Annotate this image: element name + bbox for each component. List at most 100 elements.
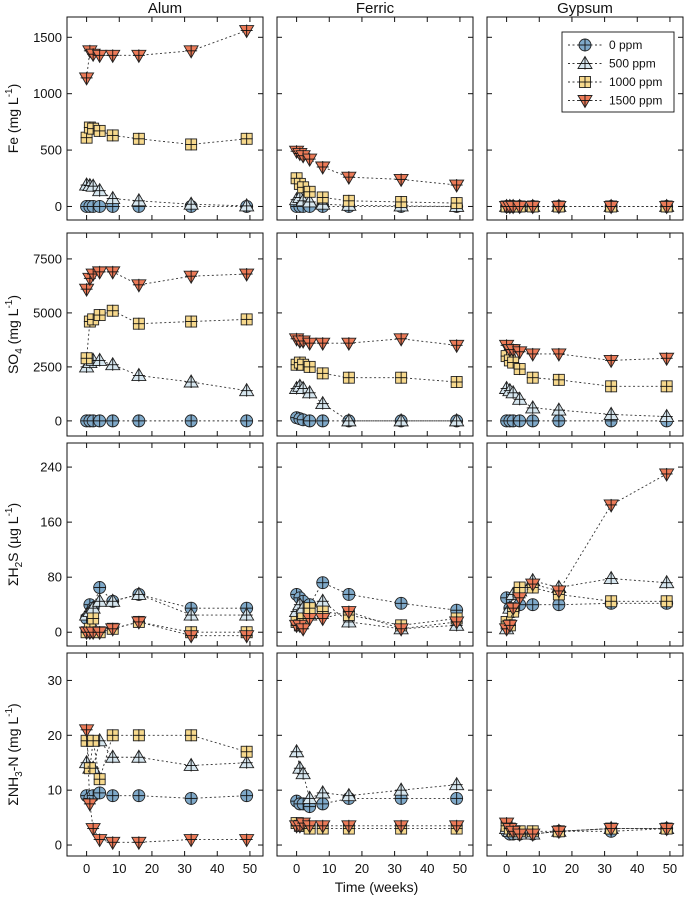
panel-frame bbox=[276, 652, 474, 857]
legend: 0 ppm 500 ppm 1000 ppm 1500 ppm bbox=[561, 31, 675, 113]
y-axis-title-part: -1 bbox=[4, 299, 15, 308]
y-axis-title-part: Fe (mg L bbox=[5, 97, 21, 153]
y-axis-title-part: SO bbox=[5, 354, 21, 374]
series-line bbox=[296, 751, 457, 800]
panel-frame bbox=[276, 16, 474, 221]
series-1500-ppm bbox=[498, 817, 675, 842]
series-0-ppm bbox=[80, 786, 254, 805]
y-axis-title-part: (mg L bbox=[5, 308, 21, 348]
column-title: Ferric bbox=[356, 0, 395, 17]
y-tick-label: 80 bbox=[48, 570, 62, 585]
series-1500-ppm bbox=[288, 605, 465, 637]
y-tick-label: 1500 bbox=[33, 30, 62, 45]
series-500-ppm bbox=[78, 732, 255, 775]
y-tick-label: 2500 bbox=[33, 359, 62, 374]
series-500-ppm bbox=[288, 189, 465, 213]
panel-frame bbox=[486, 652, 684, 857]
y-tick-label: 240 bbox=[40, 460, 62, 475]
x-tick-label: 10 bbox=[322, 861, 336, 876]
panel-frame bbox=[66, 652, 264, 857]
x-tick-label: 50 bbox=[243, 861, 257, 876]
legend-label: 1500 ppm bbox=[609, 94, 662, 108]
y-axis-title-part: -1 bbox=[4, 88, 15, 97]
series-0-ppm bbox=[80, 581, 254, 625]
series-line bbox=[86, 310, 247, 359]
x-tick-label: 30 bbox=[597, 861, 611, 876]
y-tick-label: 500 bbox=[40, 143, 62, 158]
y-axis-title: ΣH2S (µg L-1) bbox=[4, 503, 25, 586]
series-0-ppm bbox=[500, 414, 674, 428]
panel-r1-c1 bbox=[276, 232, 474, 437]
x-tick-label: 30 bbox=[177, 861, 191, 876]
panel-r2-c2 bbox=[486, 442, 684, 647]
y-tick-label: 0 bbox=[55, 625, 62, 640]
x-tick-label: 50 bbox=[453, 861, 467, 876]
y-axis-title: ΣNH3-N (mg L-1) bbox=[4, 703, 25, 805]
y-tick-label: 7500 bbox=[33, 251, 62, 266]
panel-r3-c2: 0 10 20 30 40 50 bbox=[486, 652, 684, 876]
series-0-ppm bbox=[290, 411, 464, 428]
y-axis-title-part: -1 bbox=[4, 708, 15, 717]
series-500-ppm bbox=[78, 177, 255, 212]
panel-frame bbox=[486, 16, 684, 221]
y-axis-title-part: ΣH bbox=[5, 567, 21, 586]
panel-frame bbox=[276, 442, 474, 647]
y-axis-title-part: ) bbox=[5, 84, 21, 89]
panel-frame bbox=[276, 232, 474, 437]
panel-frame bbox=[486, 442, 684, 647]
y-axis-title-part: ) bbox=[5, 703, 21, 708]
panel-r3-c1: 0 10 20 30 40 50 bbox=[276, 652, 474, 876]
panel-r0-c1 bbox=[276, 16, 474, 221]
series-1500-ppm bbox=[78, 24, 255, 86]
series-line bbox=[296, 417, 457, 422]
series-line bbox=[506, 587, 667, 627]
y-tick-label: 30 bbox=[48, 673, 62, 688]
series-line bbox=[86, 126, 247, 145]
panel-r3-c0: 0 10 20 30 0 10 20 30 40 50 bbox=[48, 652, 264, 876]
legend-label: 500 ppm bbox=[609, 57, 656, 71]
series-1500-ppm bbox=[498, 200, 675, 215]
series-line bbox=[506, 597, 667, 613]
panel-r1-c0: 0 2500 5000 7500 bbox=[33, 232, 264, 437]
series-500-ppm bbox=[498, 380, 675, 423]
y-axis-title-part: ) bbox=[5, 295, 21, 300]
panel-r0-c2 bbox=[486, 16, 684, 221]
y-axis-title-part: S (µg L bbox=[5, 516, 21, 562]
y-axis-title: SO4 (mg L-1) bbox=[4, 295, 25, 374]
panel-r0-c0: 0 500 1000 1500 bbox=[33, 16, 264, 221]
x-tick-label: 40 bbox=[420, 861, 434, 876]
series-1000-ppm bbox=[290, 356, 463, 389]
series-1500-ppm bbox=[288, 145, 465, 193]
panel-r1-c2 bbox=[486, 232, 684, 437]
y-axis-title-part: -N (mg L bbox=[5, 717, 21, 772]
column-title: Gypsum bbox=[557, 0, 613, 17]
series-500-ppm bbox=[78, 586, 255, 622]
y-tick-label: 0 bbox=[55, 199, 62, 214]
series-1500-ppm bbox=[288, 817, 465, 834]
x-tick-label: 0 bbox=[293, 861, 300, 876]
panel-frame bbox=[486, 232, 684, 437]
panel-frame bbox=[66, 442, 264, 647]
x-tick-label: 50 bbox=[663, 861, 677, 876]
legend-items: 0 ppm 500 ppm 1000 ppm 1500 ppm bbox=[568, 38, 662, 109]
panel-frame bbox=[66, 16, 264, 221]
series-1500-ppm bbox=[78, 265, 255, 298]
series-line bbox=[296, 600, 457, 630]
series-1500-ppm bbox=[78, 723, 255, 851]
x-tick-label: 10 bbox=[112, 861, 126, 876]
y-tick-label: 20 bbox=[48, 728, 62, 743]
x-tick-label: 0 bbox=[503, 861, 510, 876]
series-1500-ppm bbox=[288, 332, 465, 354]
series-500-ppm bbox=[288, 378, 465, 427]
y-axis-title: Fe (mg L-1) bbox=[4, 84, 21, 154]
series-500-ppm bbox=[78, 352, 255, 397]
panel-r2-c1 bbox=[276, 442, 474, 647]
y-axis-title-part: ΣNH bbox=[5, 777, 21, 806]
series-1000-ppm bbox=[80, 121, 253, 151]
x-tick-label: 20 bbox=[355, 861, 369, 876]
x-axis-title: Time (weeks) bbox=[335, 879, 419, 895]
series-1500-ppm bbox=[498, 339, 675, 369]
series-1500-ppm bbox=[78, 615, 255, 644]
y-axis-title-part: 2 bbox=[14, 561, 25, 567]
y-tick-label: 0 bbox=[55, 838, 62, 853]
